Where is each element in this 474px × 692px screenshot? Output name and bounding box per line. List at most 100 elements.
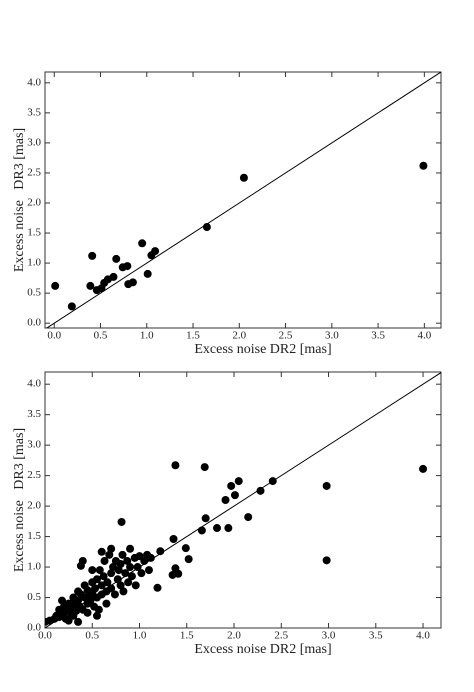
point bbox=[69, 611, 78, 620]
point bbox=[92, 611, 101, 620]
point bbox=[88, 251, 97, 260]
point bbox=[92, 575, 101, 584]
point bbox=[107, 544, 116, 553]
x-tick-label: 0.5 bbox=[94, 330, 108, 342]
point bbox=[74, 617, 83, 626]
point bbox=[121, 569, 130, 578]
point bbox=[107, 584, 116, 593]
point bbox=[197, 526, 206, 535]
x-tick-label: 3.0 bbox=[325, 330, 339, 342]
point bbox=[151, 247, 160, 256]
y-tick-label: 3.5 bbox=[27, 106, 41, 118]
scatter-chart: 0.0 0.5 1.0 1.5 2.0 2.5 3.0 3.5 4.0 0.0 0.5 1.0 1.5 2… bbox=[12, 371, 442, 657]
x-axis-title: Excess noise DR2 [mas] bbox=[194, 642, 331, 657]
x-tick-label: 2.5 bbox=[274, 630, 288, 642]
x-tick-label: 1.5 bbox=[180, 630, 194, 642]
point bbox=[94, 605, 103, 614]
point bbox=[51, 281, 60, 290]
y-tick-label: 3.0 bbox=[27, 136, 41, 148]
point bbox=[200, 463, 209, 472]
point bbox=[146, 553, 155, 562]
y-tick-label: 2.0 bbox=[27, 500, 41, 512]
point bbox=[126, 544, 135, 553]
point bbox=[201, 514, 210, 523]
point bbox=[107, 569, 116, 578]
x-tick-label: 3.0 bbox=[322, 630, 336, 642]
point bbox=[202, 223, 211, 232]
point bbox=[137, 569, 146, 578]
point bbox=[234, 477, 243, 486]
x-tick-label: 1.0 bbox=[133, 630, 147, 642]
point bbox=[138, 239, 147, 248]
point bbox=[156, 547, 165, 556]
point bbox=[58, 596, 67, 605]
x-tick-label: 2.0 bbox=[227, 630, 241, 642]
point bbox=[67, 302, 76, 311]
point bbox=[86, 281, 95, 290]
x-tick-label: 1.0 bbox=[140, 330, 154, 342]
y-tick-label: 0.5 bbox=[27, 591, 41, 603]
point bbox=[171, 461, 180, 470]
x-tick-label: 2.0 bbox=[232, 330, 246, 342]
y-tick-label: 1.0 bbox=[27, 561, 41, 573]
y-tick-label: 2.5 bbox=[27, 469, 41, 481]
point bbox=[126, 563, 135, 572]
point bbox=[153, 583, 162, 592]
x-tick-label: 4.0 bbox=[417, 330, 431, 342]
y-tick-label: 3.5 bbox=[27, 408, 41, 420]
point bbox=[133, 563, 142, 572]
point bbox=[97, 547, 106, 556]
one-to-one-line bbox=[45, 72, 441, 328]
point bbox=[103, 578, 112, 587]
point bbox=[118, 550, 127, 559]
point bbox=[221, 496, 230, 504]
point bbox=[184, 555, 193, 564]
y-tick-label: 0.5 bbox=[27, 287, 41, 299]
point bbox=[128, 278, 137, 287]
point bbox=[116, 560, 125, 568]
point bbox=[95, 566, 104, 575]
y-tick-label: 4.0 bbox=[27, 378, 41, 390]
point bbox=[116, 581, 125, 590]
point bbox=[105, 550, 114, 559]
point bbox=[102, 599, 111, 608]
point bbox=[322, 556, 331, 565]
point bbox=[83, 608, 92, 617]
point bbox=[99, 572, 108, 581]
x-axis-title: Excess noise DR2 [mas] bbox=[194, 342, 331, 357]
y-tick-label: 3.0 bbox=[27, 439, 41, 451]
point bbox=[123, 556, 132, 565]
point bbox=[239, 173, 248, 182]
y-tick-label: 4.0 bbox=[27, 76, 41, 88]
point bbox=[256, 486, 265, 495]
point bbox=[100, 556, 109, 565]
plot-frame bbox=[44, 371, 442, 629]
x-tick-label: 4.0 bbox=[416, 630, 430, 642]
y-tick-label: 2.5 bbox=[27, 166, 41, 178]
point bbox=[181, 544, 190, 553]
x-tick-label: 3.5 bbox=[369, 630, 383, 642]
y-tick-label: 0.0 bbox=[27, 317, 41, 329]
point bbox=[91, 584, 100, 593]
point bbox=[227, 481, 236, 490]
y-tick-label: 1.0 bbox=[27, 257, 41, 269]
point bbox=[230, 491, 239, 500]
x-tick-label: 2.5 bbox=[279, 330, 293, 342]
point bbox=[117, 517, 126, 526]
point bbox=[140, 556, 149, 565]
point bbox=[268, 477, 277, 486]
x-tick-label: 3.5 bbox=[371, 330, 385, 342]
scatter-chart: 0.0 0.5 1.0 1.5 2.0 2.5 3.0 3.5 4.0 0.0 0.5 1.0 1.5 2… bbox=[12, 71, 442, 357]
x-tick-label: 0.0 bbox=[47, 330, 61, 342]
point bbox=[86, 596, 95, 605]
y-tick-label: 1.5 bbox=[27, 227, 41, 239]
point bbox=[123, 262, 132, 271]
point bbox=[213, 524, 222, 533]
point bbox=[144, 566, 153, 575]
x-tick-label: 0.5 bbox=[85, 630, 99, 642]
y-tick-label: 2.0 bbox=[27, 197, 41, 209]
x-tick-label: 1.5 bbox=[186, 330, 200, 342]
point bbox=[419, 161, 428, 170]
